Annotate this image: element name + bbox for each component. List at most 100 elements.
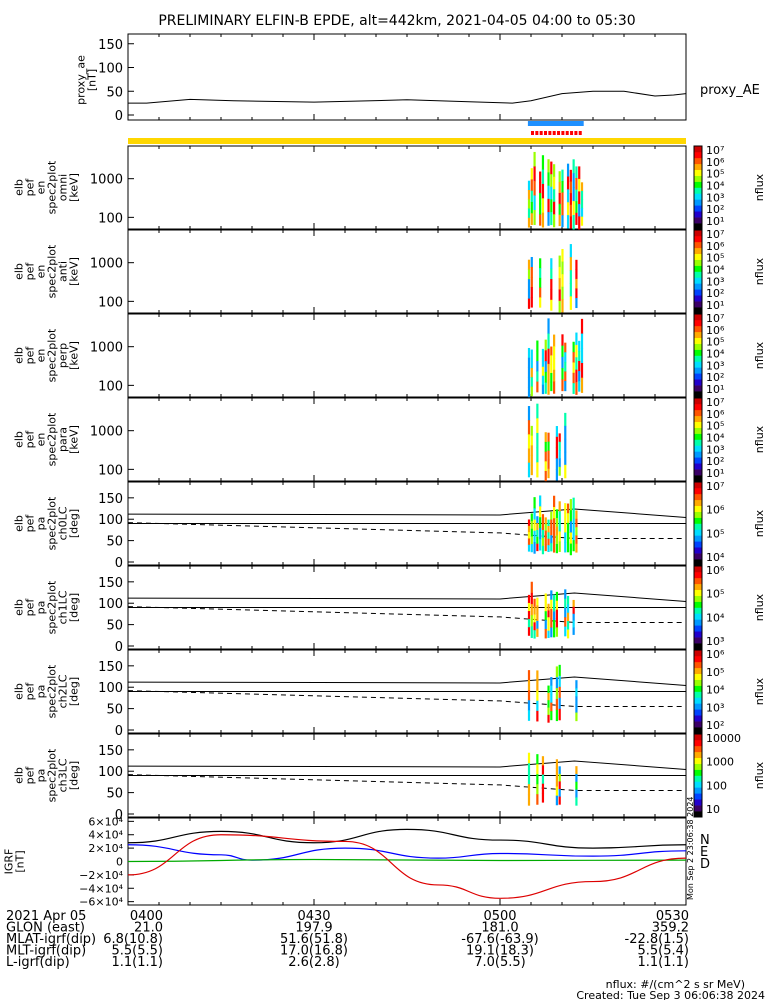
spectrogram-pixel bbox=[575, 212, 578, 225]
spectrogram-pixel bbox=[544, 517, 547, 525]
spectrogram-pixel bbox=[536, 523, 539, 531]
spectrogram-pixel bbox=[530, 386, 533, 397]
spectrogram-pixel bbox=[536, 350, 539, 362]
time-axis-row-label-0: 2021 Apr 05 bbox=[6, 909, 86, 924]
time-axis-row-label-3: MLT-igrf(dip) bbox=[6, 944, 86, 959]
spectrogram-pixel bbox=[541, 366, 545, 377]
colorbar-segment bbox=[694, 151, 702, 159]
y-axis-label-line: ch0LC bbox=[57, 506, 70, 540]
spectrogram-pixel bbox=[536, 754, 539, 765]
spectrogram-pixel bbox=[547, 685, 550, 694]
spectrogram-pixel bbox=[566, 604, 570, 614]
y-axis-label-line: [deg] bbox=[68, 761, 81, 790]
spectrogram-pixel bbox=[544, 611, 547, 621]
spin-phase-mark bbox=[578, 131, 582, 135]
spectrogram-pixel bbox=[572, 627, 575, 635]
spectrogram-pixel bbox=[536, 536, 539, 545]
science-zone-bar bbox=[128, 138, 686, 144]
ch1LC-y-label: elbpefpaspec2plotch1LC[deg] bbox=[13, 580, 81, 634]
time-axis-mlt-0530: 5.5(5.4) bbox=[638, 944, 690, 959]
spectrogram-pixel bbox=[536, 764, 539, 775]
spectrogram-pixel bbox=[566, 215, 570, 229]
spectrogram-pixel bbox=[547, 538, 550, 546]
colorbar-segment bbox=[694, 763, 702, 770]
colorbar-segment bbox=[694, 715, 702, 722]
colorbar-segment bbox=[694, 181, 702, 188]
spectrogram-pixel bbox=[553, 189, 556, 203]
spectrogram-pixel bbox=[558, 686, 561, 699]
y-axis-label-line: spec2plot bbox=[46, 244, 59, 298]
y-axis-label-line: para bbox=[57, 427, 70, 452]
spectrogram-pixel bbox=[544, 629, 547, 639]
spectrogram-pixel bbox=[569, 270, 572, 284]
omni-y-label: elbpefenspec2plotomni[keV] bbox=[13, 160, 81, 214]
spectrogram-pixel bbox=[572, 187, 575, 202]
time-axis-l-0430: 2.6(2.8) bbox=[288, 955, 340, 970]
spectrogram-pixel bbox=[547, 318, 550, 335]
spectrogram-pixel bbox=[530, 287, 533, 298]
para-y-label: elbpefenspec2plotpara[keV] bbox=[13, 412, 81, 466]
spectrogram-pixel bbox=[550, 346, 553, 356]
colorbar-tick-label: 10⁵ bbox=[706, 527, 724, 540]
spectrogram-pixel bbox=[527, 259, 531, 270]
ch3LC-y-label: elbpefpaspec2plotch3LC[deg] bbox=[13, 748, 81, 802]
spectrogram-pixel bbox=[555, 709, 558, 722]
colorbar-segment bbox=[694, 355, 702, 362]
colorbar-label: nflux bbox=[753, 761, 766, 789]
spectrogram-pixel bbox=[530, 213, 533, 225]
spectrogram-pixel bbox=[575, 259, 578, 270]
colorbar-segment bbox=[694, 566, 702, 573]
spectrogram-pixel bbox=[539, 517, 542, 529]
y-axis-label-line: spec2plot bbox=[46, 328, 59, 382]
spectrogram-pixel bbox=[572, 518, 575, 531]
colorbar-segment bbox=[694, 283, 702, 290]
y-axis-label-line: en bbox=[35, 181, 48, 195]
spectrogram-pixel bbox=[550, 535, 553, 544]
spectrogram-pixel bbox=[527, 377, 531, 388]
spectrogram-pixel bbox=[558, 466, 561, 476]
igrf-y-tick-label: 2×10⁴ bbox=[88, 842, 123, 855]
colorbar-segment bbox=[694, 331, 702, 339]
spectrogram-pixel bbox=[550, 527, 553, 536]
spectrogram-pixel bbox=[572, 529, 575, 541]
y-axis-label-line: proxy_ae bbox=[75, 55, 88, 105]
spectrogram-pixel bbox=[536, 784, 539, 795]
colorbar-tick-label: 10⁴ bbox=[706, 348, 725, 361]
spectrogram-pixel bbox=[561, 334, 564, 347]
colorbar-segment bbox=[694, 163, 702, 171]
spectrogram-pixel bbox=[553, 619, 556, 629]
colorbar-label: nflux bbox=[753, 173, 766, 201]
spectrogram-pixel bbox=[558, 773, 561, 782]
colorbar-tick-label: 10⁵ bbox=[706, 168, 724, 181]
y-axis-label-line: pa bbox=[35, 769, 48, 783]
colorbar-segment bbox=[694, 403, 702, 411]
colorbar-segment bbox=[694, 223, 702, 230]
spectrogram-pixel bbox=[578, 216, 581, 230]
spectrogram-pixel bbox=[569, 216, 572, 229]
spectrogram-pixel bbox=[555, 698, 558, 711]
spectrogram-pixel bbox=[555, 609, 558, 619]
spectrogram-pixel bbox=[555, 618, 558, 628]
spectrogram-pixel bbox=[550, 299, 553, 311]
y-axis-label-line: [keV] bbox=[68, 425, 81, 454]
colorbar-tick-label: 10⁷ bbox=[706, 396, 724, 409]
time-axis-time-0400: 0400 bbox=[130, 909, 163, 924]
proxy-ae-line bbox=[128, 90, 687, 104]
spectrogram-pixel bbox=[553, 594, 556, 604]
spectrogram-pixel bbox=[541, 375, 545, 386]
spectrogram-pixel bbox=[575, 344, 578, 358]
spectrogram-pixel bbox=[555, 759, 558, 769]
colorbar-tick-label: 10⁶ bbox=[706, 564, 725, 577]
spectrogram-pixel bbox=[575, 189, 578, 202]
spectrogram-pixel bbox=[550, 511, 553, 521]
spectrogram-pixel bbox=[530, 581, 533, 594]
spectrogram-pixel bbox=[550, 519, 553, 528]
spectrogram-pixel bbox=[575, 696, 578, 705]
colorbar-tick-label: 10⁴ bbox=[706, 611, 725, 624]
igrf-y-tick-label: −2×10⁴ bbox=[79, 869, 123, 882]
spectrogram-pixel bbox=[566, 542, 570, 553]
colorbar-tick-label: 10³ bbox=[706, 359, 724, 372]
spectrogram-pixel bbox=[566, 595, 570, 605]
colorbar-segment bbox=[694, 607, 702, 614]
spectrogram-pixel bbox=[553, 201, 556, 215]
